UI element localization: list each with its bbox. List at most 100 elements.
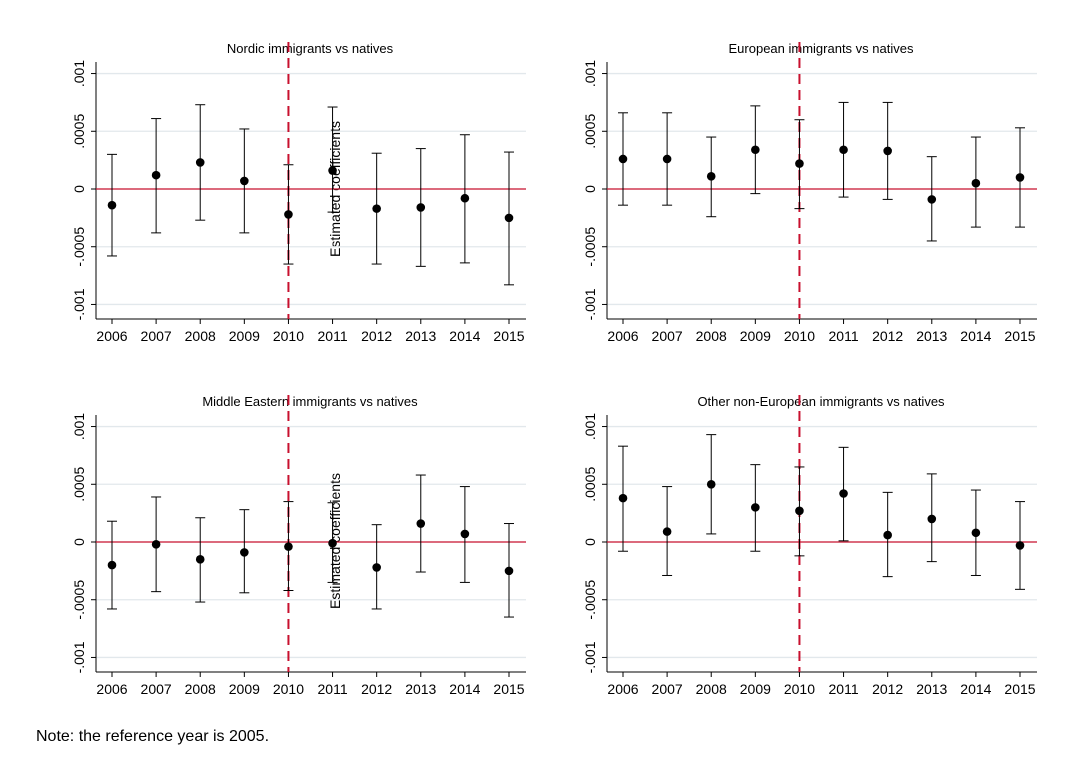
- y-tick-label: 0: [582, 185, 598, 193]
- x-tick-label: 2014: [960, 328, 991, 344]
- x-tick-label: 2011: [829, 328, 859, 344]
- y-tick-label: -.001: [582, 288, 598, 320]
- y-tick-label: -.001: [71, 641, 87, 673]
- x-tick-label: 2009: [229, 681, 260, 697]
- y-tick-label: 0: [71, 185, 87, 193]
- coefficient-point: [328, 538, 337, 548]
- coefficient-point: [240, 176, 249, 186]
- x-tick-label: 2011: [829, 681, 859, 697]
- x-tick-label: 2008: [185, 328, 216, 344]
- y-tick-label: -.001: [582, 641, 598, 673]
- coefficient-point: [1015, 541, 1025, 550]
- x-tick-label: 2010: [273, 681, 304, 697]
- coefficient-point: [706, 479, 716, 489]
- coefficient-point: [107, 560, 117, 570]
- x-tick-label: 2009: [740, 328, 771, 344]
- x-tick-label: 2015: [1004, 328, 1035, 344]
- x-tick-label: 2006: [607, 681, 638, 697]
- x-tick-label: 2011: [318, 328, 348, 344]
- coefficient-point: [372, 563, 381, 572]
- coefficient-point: [151, 170, 161, 180]
- x-tick-label: 2013: [916, 681, 947, 697]
- x-tick-label: 2015: [493, 328, 524, 344]
- x-tick-label: 2012: [361, 328, 392, 344]
- y-tick-label: .001: [71, 60, 87, 87]
- y-tick-label: .001: [71, 413, 87, 440]
- coefficient-point: [662, 527, 672, 536]
- coefficient-point: [195, 555, 205, 564]
- coefficient-point: [416, 519, 426, 528]
- x-tick-label: 2009: [229, 328, 260, 344]
- y-tick-label: .0005: [71, 467, 87, 502]
- x-tick-label: 2011: [318, 681, 348, 697]
- coefficient-point: [971, 178, 981, 188]
- coefficient-point: [706, 172, 716, 181]
- coefficient-point: [1015, 173, 1025, 182]
- coefficient-point: [839, 145, 848, 155]
- x-tick-label: 2006: [96, 681, 127, 697]
- panel-title: Nordic immigrants vs natives: [227, 41, 394, 56]
- coefficient-point: [618, 493, 628, 503]
- y-tick-label: -.001: [71, 288, 87, 320]
- coefficient-point: [662, 154, 672, 164]
- panel-title: Other non-European immigrants vs natives: [697, 394, 945, 409]
- coefficient-point: [372, 204, 381, 213]
- x-tick-label: 2015: [1004, 681, 1035, 697]
- coefficient-point: [151, 540, 161, 549]
- x-tick-label: 2008: [696, 328, 727, 344]
- coefficient-point: [883, 146, 892, 156]
- panel-nordic: Nordic immigrants vs natives Estimated c…: [71, 41, 526, 344]
- coefficient-point: [195, 158, 205, 167]
- y-tick-label: -.0005: [582, 580, 598, 620]
- x-tick-label: 2013: [916, 328, 947, 344]
- coefficient-point: [460, 193, 470, 203]
- x-tick-label: 2010: [784, 328, 815, 344]
- coefficient-point: [618, 154, 628, 164]
- y-tick-label: -.0005: [71, 580, 87, 620]
- coefficient-point: [839, 489, 848, 498]
- x-tick-label: 2013: [405, 328, 436, 344]
- x-tick-label: 2007: [652, 681, 683, 697]
- coefficient-point: [751, 503, 760, 512]
- y-tick-label: -.0005: [582, 227, 598, 267]
- panel-middle-eastern: Middle Eastern immigrants vs natives Est…: [71, 394, 526, 697]
- x-tick-label: 2006: [607, 328, 638, 344]
- coefficient-point: [883, 530, 892, 540]
- x-tick-label: 2007: [141, 328, 172, 344]
- y-tick-label: -.0005: [71, 227, 87, 267]
- coefficient-point: [504, 213, 514, 223]
- y-tick-label: .0005: [582, 114, 598, 149]
- x-tick-label: 2009: [740, 681, 771, 697]
- y-tick-label: .001: [582, 413, 598, 440]
- panel-title: Middle Eastern immigrants vs natives: [202, 394, 418, 409]
- coefficient-point: [284, 542, 293, 551]
- x-tick-label: 2014: [449, 681, 480, 697]
- x-tick-label: 2015: [493, 681, 524, 697]
- x-tick-label: 2012: [872, 681, 903, 697]
- x-tick-label: 2008: [185, 681, 216, 697]
- figure-note: Note: the reference year is 2005.: [36, 728, 270, 745]
- x-tick-label: 2012: [361, 681, 392, 697]
- x-tick-label: 2010: [273, 328, 304, 344]
- x-tick-label: 2010: [784, 681, 815, 697]
- coefficient-point: [328, 166, 337, 175]
- x-tick-label: 2006: [96, 328, 127, 344]
- panel-title: European immigrants vs natives: [729, 41, 914, 56]
- coefficient-point: [927, 514, 937, 524]
- coefficient-point: [971, 528, 981, 538]
- y-tick-label: .001: [582, 60, 598, 87]
- x-tick-label: 2007: [652, 328, 683, 344]
- y-tick-label: .0005: [71, 114, 87, 149]
- x-tick-label: 2007: [141, 681, 172, 697]
- coefficient-point: [504, 566, 514, 576]
- coefficient-point: [416, 203, 426, 212]
- panel-european: European immigrants vs natives -.001 -.00…: [582, 41, 1037, 344]
- coefficient-point: [795, 159, 804, 168]
- y-tick-label: 0: [582, 538, 598, 546]
- x-tick-label: 2014: [449, 328, 480, 344]
- coefficient-point: [460, 529, 470, 539]
- x-tick-label: 2013: [405, 681, 436, 697]
- x-tick-label: 2012: [872, 328, 903, 344]
- coefficient-point: [284, 210, 293, 219]
